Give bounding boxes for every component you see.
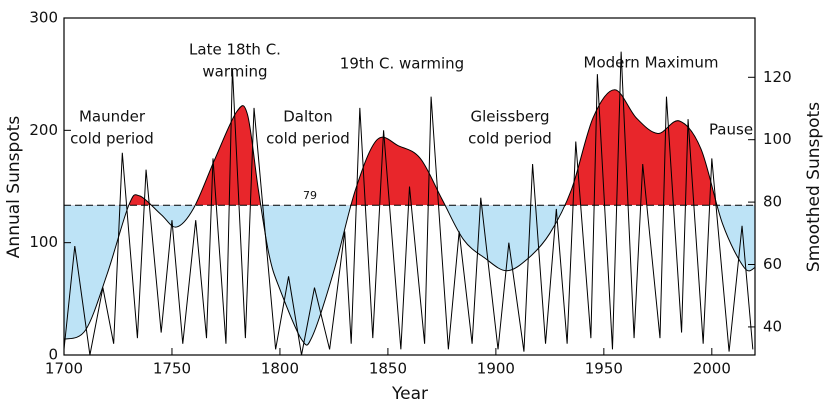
y2-tick-label: 40 (763, 317, 782, 335)
annotation: Maunder (79, 108, 146, 126)
y-tick-label: 100 (29, 233, 58, 251)
x-tick-label: 1800 (261, 360, 299, 378)
y2-tick-label: 80 (763, 193, 782, 211)
annotation: 19th C. warming (340, 55, 464, 73)
y-axis-title: Annual Sunspots (4, 116, 24, 259)
fill-above (64, 89, 755, 206)
threshold-label: 79 (303, 189, 317, 202)
x-axis-title: Year (391, 384, 428, 404)
annotation: Modern Maximum (584, 54, 719, 72)
x-tick-label: 1700 (45, 360, 83, 378)
x-tick-label: 2000 (693, 360, 731, 378)
smoothed-line (63, 89, 756, 346)
y2-tick-label: 100 (763, 130, 792, 148)
y2-tick-label: 60 (763, 255, 782, 273)
annotation: cold period (70, 130, 154, 148)
x-tick-label: 1950 (585, 360, 623, 378)
x-tick-label: 1750 (153, 360, 191, 378)
annotation: Gleissberg (471, 108, 550, 126)
x-tick-label: 1900 (477, 360, 515, 378)
annual-line (63, 51, 754, 356)
y-tick-label: 200 (29, 121, 58, 139)
annotation: Late 18th C. (189, 41, 281, 59)
annotation: Pause (709, 121, 753, 139)
x-tick-label: 1850 (369, 360, 407, 378)
y-tick-label: 300 (29, 9, 58, 27)
y-tick-label: 0 (48, 346, 58, 364)
annotation: Dalton (283, 108, 332, 126)
annotation: cold period (266, 130, 350, 148)
fill-below (64, 205, 755, 346)
annotation: warming (202, 63, 267, 81)
y2-axis-title: Smoothed Sunspots (804, 102, 824, 272)
annotation: cold period (468, 130, 552, 148)
plot-frame (63, 17, 756, 356)
y2-tick-label: 120 (763, 68, 792, 86)
